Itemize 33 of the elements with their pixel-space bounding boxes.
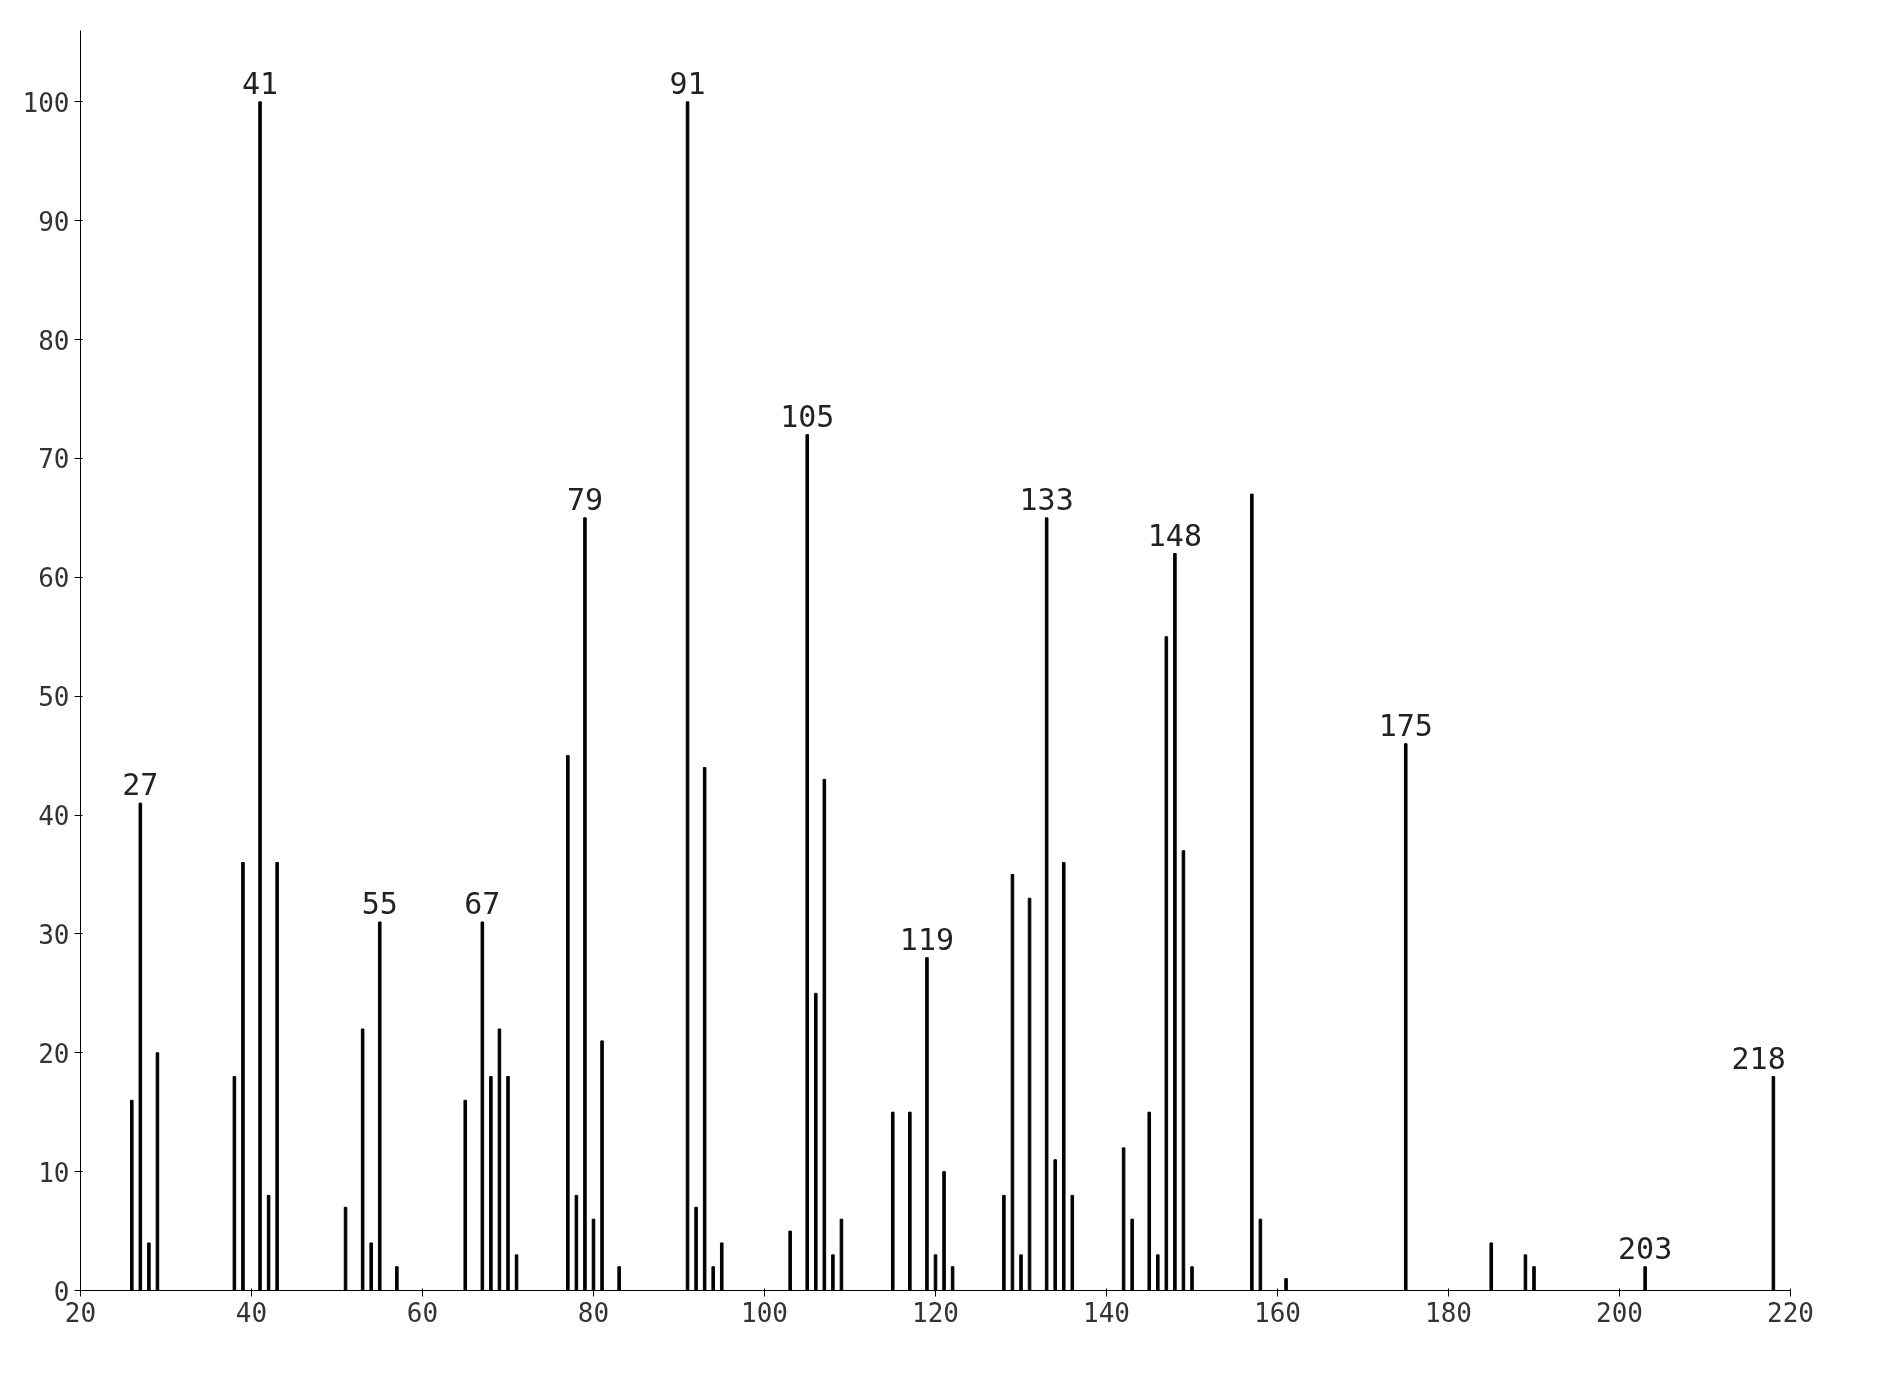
x-tick-label: 200 [1596, 1297, 1643, 1328]
y-tick-label: 10 [38, 1157, 70, 1188]
x-tick-label: 100 [741, 1297, 788, 1328]
y-tick-label: 80 [38, 325, 70, 356]
annotation: 105 [780, 398, 835, 434]
annotation: 41 [241, 65, 279, 101]
x-tick-label: 120 [912, 1297, 959, 1328]
x-tick-label: 60 [406, 1297, 439, 1328]
x-tick-label: 40 [235, 1297, 268, 1328]
annotation: 55 [361, 886, 398, 922]
annotation: 203 [1618, 1230, 1673, 1266]
annotation: 27 [122, 767, 159, 803]
x-tick-label: 160 [1254, 1297, 1301, 1328]
y-tick-label: 70 [38, 444, 70, 475]
x-tick-label: 140 [1083, 1297, 1130, 1328]
annotation: 133 [1019, 481, 1074, 517]
y-tick-label: 20 [38, 1038, 70, 1069]
y-tick-label: 40 [38, 801, 70, 832]
y-tick-label: 90 [38, 206, 70, 237]
x-tick-label: 220 [1767, 1297, 1814, 1328]
x-tick-label: 180 [1425, 1297, 1472, 1328]
y-tick-label: 60 [38, 563, 70, 594]
x-tick-label: 80 [577, 1297, 610, 1328]
annotation: 148 [1147, 517, 1202, 553]
y-tick-label: 30 [38, 919, 70, 950]
annotation: 218 [1731, 1040, 1786, 1076]
annotation: 79 [566, 481, 604, 517]
y-tick-label: 50 [38, 682, 70, 713]
annotation: 91 [669, 65, 706, 101]
annotation: 175 [1378, 707, 1433, 743]
y-tick-label: 100 [22, 87, 70, 118]
annotation: 119 [899, 921, 955, 957]
annotation: 67 [464, 886, 501, 922]
